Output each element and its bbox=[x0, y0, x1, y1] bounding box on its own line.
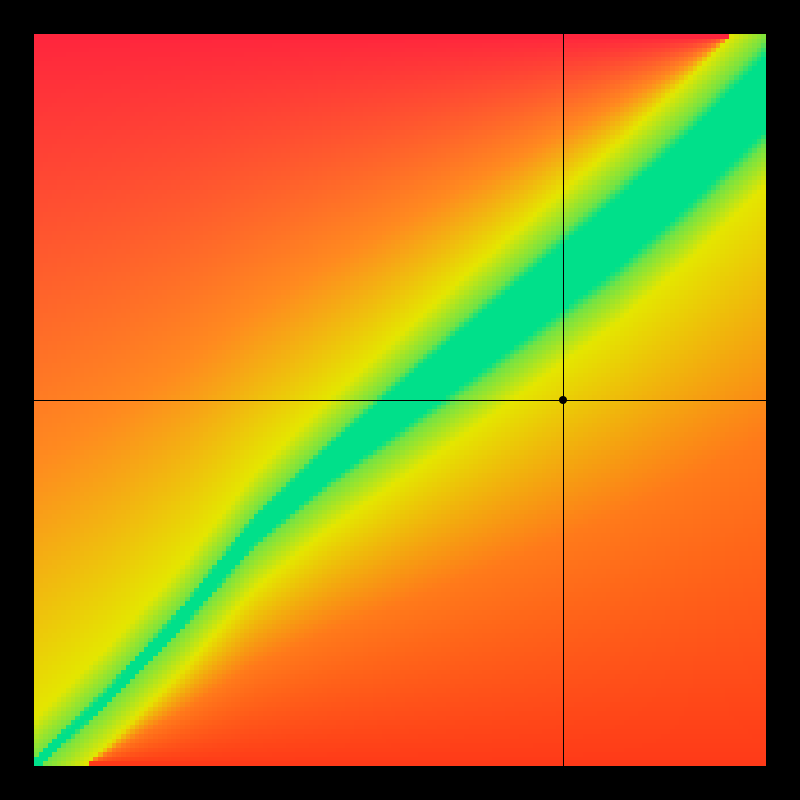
frame-border bbox=[0, 766, 800, 800]
frame-border bbox=[766, 0, 800, 800]
crosshair-horizontal bbox=[34, 400, 766, 401]
frame-border bbox=[0, 0, 800, 34]
frame-border bbox=[0, 0, 34, 800]
